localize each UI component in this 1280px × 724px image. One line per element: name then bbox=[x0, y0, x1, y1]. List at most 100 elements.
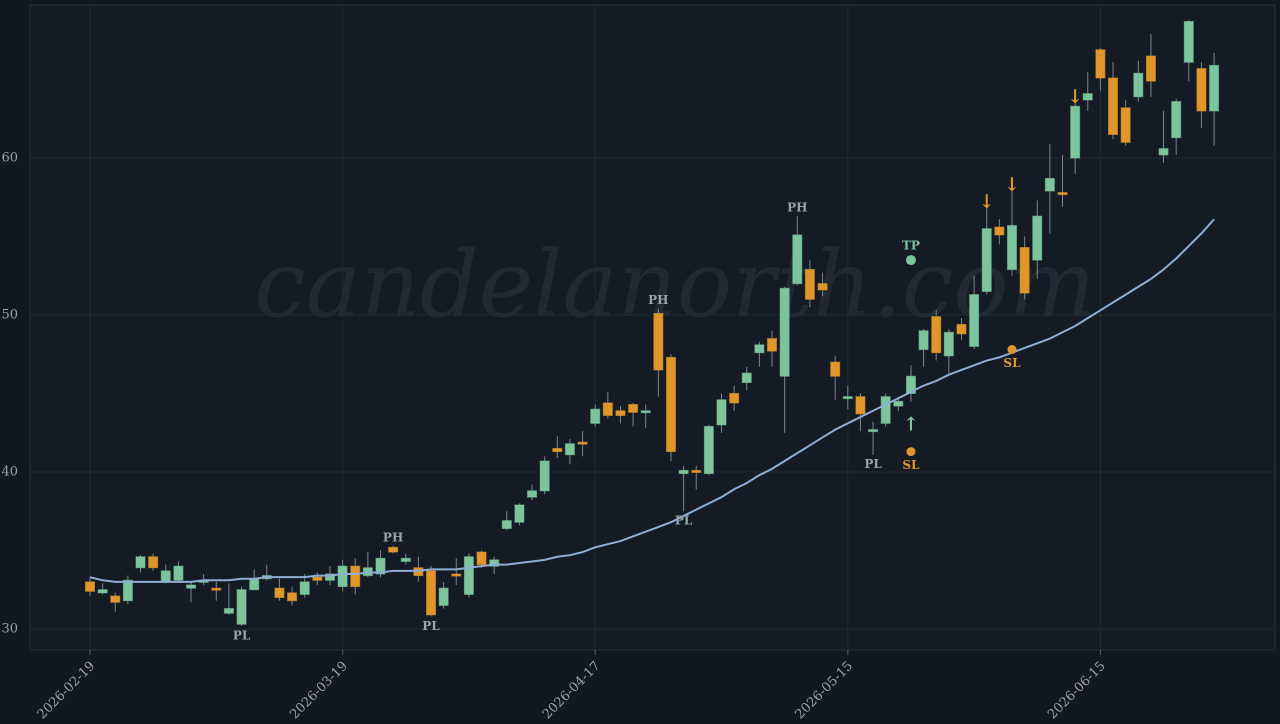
candle-body bbox=[1120, 107, 1131, 143]
candle-body bbox=[451, 573, 462, 577]
candle-body bbox=[628, 403, 639, 413]
candle-body bbox=[501, 520, 512, 530]
candle-body bbox=[615, 410, 626, 416]
candle-body bbox=[564, 443, 575, 456]
candle-body bbox=[274, 587, 285, 599]
candle-body bbox=[602, 402, 613, 416]
candle-body bbox=[729, 393, 740, 404]
stop-loss-marker bbox=[1007, 345, 1017, 355]
take-profit-label: TP bbox=[902, 239, 920, 253]
candle-body bbox=[905, 375, 916, 395]
candle-body bbox=[160, 570, 171, 583]
candle-body bbox=[514, 504, 525, 523]
candle-body bbox=[312, 576, 323, 581]
pivot-label: PH bbox=[787, 201, 807, 215]
candle-body bbox=[476, 551, 487, 566]
candle-body bbox=[678, 469, 689, 475]
candle-body bbox=[426, 570, 437, 616]
signal-arrow: ↓ bbox=[1004, 174, 1020, 196]
candle-body bbox=[893, 400, 904, 407]
pivot-label: PH bbox=[648, 293, 668, 307]
candle-body bbox=[653, 312, 664, 371]
candle-body bbox=[85, 581, 95, 592]
candle-body bbox=[350, 565, 361, 588]
candle-body bbox=[463, 556, 474, 595]
signal-arrow: ↓ bbox=[979, 191, 995, 213]
signal-arrow: ↑ bbox=[903, 413, 919, 435]
candle-body bbox=[969, 294, 980, 347]
candle-body bbox=[552, 447, 563, 453]
candle-body bbox=[703, 425, 714, 475]
candle-body bbox=[792, 234, 803, 285]
candle-body bbox=[186, 584, 197, 589]
candle-body bbox=[375, 557, 386, 575]
plot-area bbox=[29, 4, 1276, 651]
candle-body bbox=[640, 410, 651, 414]
candle-body bbox=[1183, 20, 1194, 63]
candle-body bbox=[1108, 77, 1119, 136]
candle-body bbox=[211, 587, 222, 591]
candle-body bbox=[1171, 101, 1182, 139]
candle-body bbox=[943, 331, 954, 357]
candle-body bbox=[1070, 105, 1081, 159]
candle-body bbox=[1082, 93, 1093, 101]
candle-body bbox=[97, 589, 108, 594]
candle-body bbox=[590, 408, 601, 424]
candle-body bbox=[299, 581, 310, 595]
candle-body bbox=[665, 356, 676, 453]
candle-body bbox=[110, 595, 121, 603]
candle-body bbox=[173, 565, 184, 581]
y-tick-label: 40 bbox=[1, 464, 18, 479]
candle-body bbox=[830, 361, 841, 377]
y-tick-label: 60 bbox=[1, 151, 18, 166]
signal-arrow: ↓ bbox=[1067, 86, 1083, 108]
candle-body bbox=[855, 396, 866, 415]
candle-body bbox=[577, 441, 588, 445]
candle-body bbox=[804, 268, 815, 300]
candle-body bbox=[400, 557, 411, 562]
candle-body bbox=[918, 330, 929, 351]
candle-body bbox=[1057, 192, 1068, 196]
candle-body bbox=[1044, 177, 1055, 192]
y-tick-label: 50 bbox=[1, 308, 18, 323]
candle-body bbox=[741, 372, 752, 384]
pivot-label: PL bbox=[422, 619, 440, 633]
candle-body bbox=[1006, 225, 1017, 270]
candle-body bbox=[1032, 215, 1043, 261]
stop-loss-marker bbox=[906, 447, 916, 457]
candle-body bbox=[249, 578, 260, 591]
candle-body bbox=[981, 228, 992, 292]
candle-body bbox=[1196, 68, 1207, 112]
watermark: candelanorth.com bbox=[254, 231, 1095, 338]
candle-body bbox=[1095, 49, 1106, 79]
candle-body bbox=[1019, 247, 1030, 294]
candle-body bbox=[324, 573, 335, 581]
candle-body bbox=[236, 589, 247, 625]
candle-body bbox=[527, 490, 538, 498]
candle-body bbox=[994, 226, 1005, 236]
candle-body bbox=[716, 399, 727, 426]
candle-body bbox=[880, 396, 891, 424]
pivot-label: PL bbox=[864, 457, 882, 471]
candle-body bbox=[337, 565, 348, 588]
candle-body bbox=[1145, 55, 1156, 82]
candle-body bbox=[842, 396, 853, 400]
candle-body bbox=[223, 608, 234, 614]
stop-loss-label: SL bbox=[1003, 356, 1021, 370]
pivot-label: PL bbox=[675, 514, 693, 528]
take-profit-marker bbox=[905, 255, 916, 266]
candle-body bbox=[122, 579, 133, 602]
moving-average-line bbox=[89, 218, 1215, 583]
candle-body bbox=[135, 556, 146, 569]
candle-body bbox=[1158, 148, 1169, 156]
candle-body bbox=[931, 316, 942, 354]
candle-body bbox=[539, 460, 550, 492]
candle-body bbox=[754, 344, 765, 354]
candle-body bbox=[1209, 64, 1220, 112]
stop-loss-label: SL bbox=[902, 458, 920, 472]
pivot-label: PL bbox=[233, 628, 251, 642]
candle-body bbox=[868, 429, 879, 433]
candle-body bbox=[148, 556, 159, 569]
candle-body bbox=[779, 287, 790, 377]
